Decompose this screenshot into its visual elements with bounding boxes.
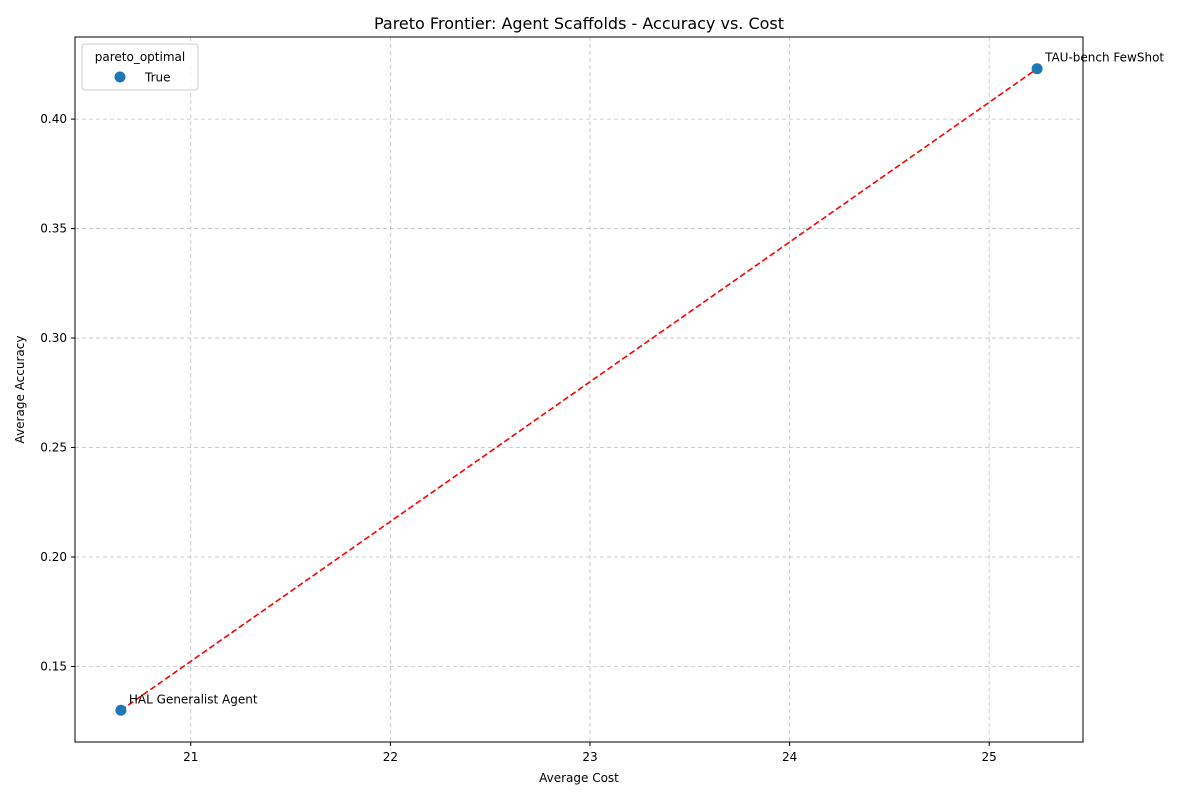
x-tick-label: 24: [782, 750, 797, 764]
y-tick-label: 0.40: [40, 112, 67, 126]
legend-marker: [114, 71, 126, 83]
x-tick-label: 21: [183, 750, 198, 764]
y-tick-label: 0.15: [40, 659, 67, 673]
legend: pareto_optimal True: [81, 43, 199, 91]
y-tick-label: 0.25: [40, 441, 67, 455]
legend-box: [81, 43, 199, 91]
legend-entry-label: True: [144, 71, 171, 85]
grid-lines: [75, 37, 1083, 742]
point-label: HAL Generalist Agent: [129, 692, 258, 706]
y-tick-label: 0.20: [40, 550, 67, 564]
chart-title: Pareto Frontier: Agent Scaffolds - Accur…: [374, 14, 784, 33]
y-axis-label: Average Accuracy: [13, 336, 27, 444]
data-point: [115, 704, 127, 716]
x-axis-ticks: 21 22 23 24 25: [183, 742, 997, 764]
legend-title: pareto_optimal: [95, 50, 185, 64]
x-tick-label: 22: [383, 750, 398, 764]
y-tick-label: 0.30: [40, 331, 67, 345]
data-series: HAL Generalist Agent TAU-bench FewShot: [115, 51, 1164, 716]
data-point: [1031, 63, 1043, 75]
y-tick-label: 0.35: [40, 222, 67, 236]
x-tick-label: 23: [582, 750, 597, 764]
point-label: TAU-bench FewShot: [1044, 51, 1164, 65]
plot-frame: [74, 36, 1084, 743]
y-axis-ticks: 0.15 0.20 0.25 0.30 0.35 0.40: [40, 112, 75, 673]
x-axis-label: Average Cost: [539, 771, 619, 785]
x-tick-label: 25: [982, 750, 997, 764]
pareto-frontier-line: [120, 68, 1038, 711]
